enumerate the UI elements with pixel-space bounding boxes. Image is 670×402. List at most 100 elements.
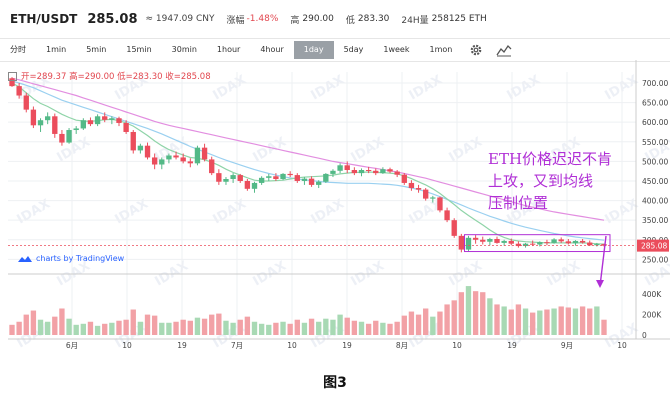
candle: [351, 167, 358, 176]
candle-body: [166, 155, 172, 160]
time-tick-label: 10: [452, 341, 462, 350]
last-price-tag: [637, 239, 669, 252]
candle-body: [159, 159, 165, 165]
trading-view-panel: ETH/USDT 285.08 ≈ 1947.09 CNY 涨幅 -1.48% …: [0, 6, 670, 360]
candle-body: [380, 169, 386, 174]
candle-body: [579, 240, 586, 243]
candle: [365, 166, 372, 174]
candle-body: [201, 147, 208, 160]
time-tick-label: 10: [617, 341, 627, 350]
volume-bar: [151, 315, 158, 335]
price-tick-label: 500.00: [642, 157, 668, 166]
interval-tab-1week[interactable]: 1week: [383, 45, 410, 54]
candle-body: [137, 145, 144, 151]
price-tick-label: 250.00: [642, 255, 668, 264]
candle: [159, 157, 165, 170]
interval-tab-1day[interactable]: 1day: [293, 41, 334, 59]
candle: [273, 173, 279, 181]
volume-bar: [494, 304, 500, 335]
volume-bar: [301, 322, 308, 335]
candle-body: [237, 175, 243, 181]
candle: [230, 173, 236, 183]
candle-body: [508, 240, 514, 244]
candle-body: [59, 133, 65, 143]
candle: [501, 239, 507, 246]
volume-bar: [166, 322, 172, 335]
candle-body: [565, 241, 572, 244]
volume-bar: [423, 308, 429, 335]
volume-bar: [508, 309, 514, 335]
candle-body: [515, 243, 522, 247]
time-tick-label: 6月: [66, 341, 78, 350]
candle-body: [194, 147, 201, 164]
volume-bar: [94, 325, 101, 335]
candle-body: [44, 116, 51, 121]
volume-bar: [408, 311, 415, 335]
candle-body: [173, 155, 179, 158]
watermark-text: IDAX: [15, 197, 53, 228]
volume-bar: [351, 320, 358, 335]
volume-bar: [144, 314, 151, 335]
annotation-line-3: 压制位置: [488, 194, 549, 212]
interval-tab-5min[interactable]: 5min: [86, 45, 107, 54]
candle-body: [351, 170, 358, 174]
volume-bar: [280, 321, 286, 335]
watermark-text: IDAX: [211, 73, 249, 104]
candle: [451, 218, 457, 238]
interval-tab-1hour[interactable]: 1hour: [216, 45, 241, 54]
candle-body: [408, 182, 415, 189]
volume-bar: [451, 300, 457, 335]
candle: [444, 207, 450, 223]
watermark-text: IDAX: [309, 73, 347, 104]
candle-body: [522, 243, 529, 247]
time-tick-label: 9月: [561, 341, 573, 350]
interval-tab-1min[interactable]: 1min: [46, 45, 67, 54]
volume-bar: [515, 304, 522, 335]
candle: [102, 112, 108, 123]
time-tick-label: 7月: [231, 341, 243, 350]
candle-body: [323, 173, 329, 182]
volume-bar: [216, 313, 222, 335]
candle-body: [94, 116, 101, 125]
tradingview-badge[interactable]: charts by TradingView: [18, 254, 124, 263]
ticker-header: ETH/USDT 285.08 ≈ 1947.09 CNY 涨幅 -1.48% …: [0, 6, 670, 32]
low-value: 283.30: [357, 14, 390, 24]
candle-body: [230, 175, 236, 180]
candle: [258, 176, 265, 185]
candle: [401, 173, 407, 185]
chart-indicator-icon[interactable]: [496, 42, 512, 58]
watermark-text: IDAX: [505, 73, 543, 104]
volume-bar: [401, 315, 407, 335]
interval-tab-timeline[interactable]: 分时: [10, 45, 26, 54]
volume-bar: [37, 319, 44, 335]
volume-bar: [551, 308, 557, 335]
candle: [380, 167, 386, 174]
candle: [330, 169, 336, 178]
candle-body: [280, 173, 286, 180]
candle-body: [423, 189, 429, 199]
interval-tab-1mon[interactable]: 1mon: [429, 45, 453, 54]
candle: [572, 240, 579, 246]
volume-bar: [344, 317, 350, 335]
gear-icon[interactable]: [468, 42, 484, 58]
interval-tab-5day[interactable]: 5day: [343, 45, 364, 54]
candle: [358, 168, 365, 177]
interval-tab-30min[interactable]: 30min: [171, 45, 197, 54]
candle: [266, 173, 272, 181]
price-tick-label: 450.00: [642, 177, 668, 186]
interval-tab-4hour[interactable]: 4hour: [260, 45, 284, 54]
volume-tick-label: 400K: [642, 290, 662, 299]
volume-bar: [601, 319, 607, 335]
legend-high: 高=290.00: [69, 72, 115, 82]
figure-caption: 图3: [323, 375, 347, 391]
candle: [66, 128, 72, 144]
volume-bar: [59, 308, 65, 335]
legend-open: 开=289.37: [21, 72, 67, 82]
candle-body: [66, 130, 72, 143]
volume-bar: [323, 318, 329, 335]
volume-bar: [109, 322, 115, 335]
candle-body: [472, 237, 479, 240]
pair-name[interactable]: ETH/USDT: [10, 12, 78, 26]
interval-tab-15min[interactable]: 15min: [126, 45, 152, 54]
